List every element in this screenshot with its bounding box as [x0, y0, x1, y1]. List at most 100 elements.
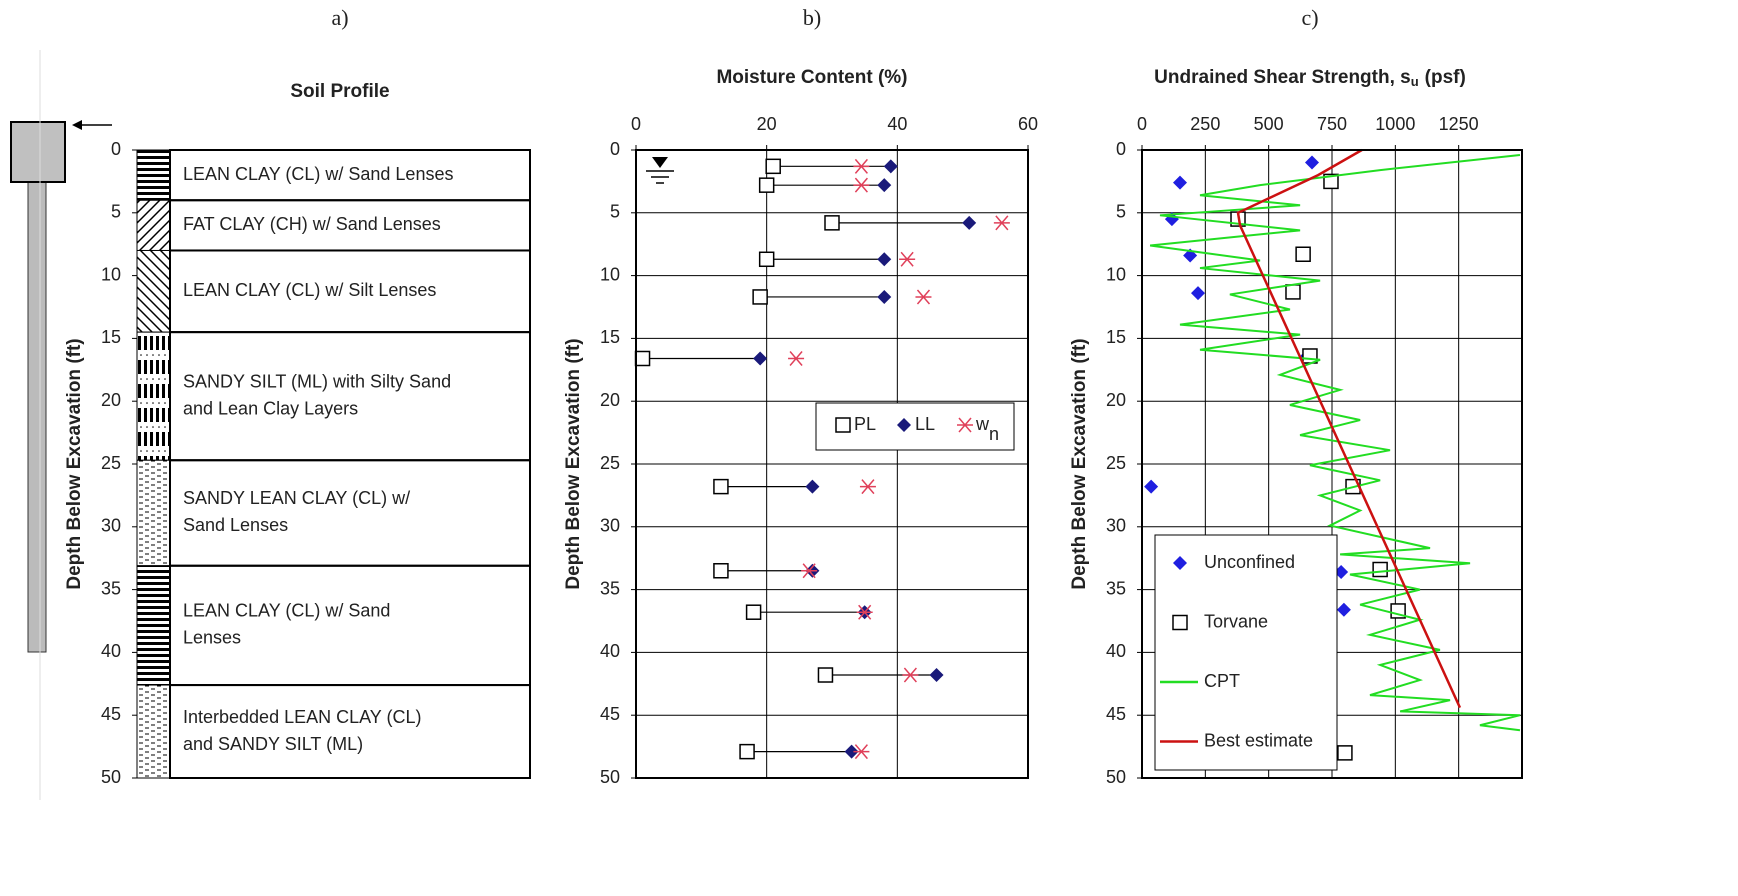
x-tick-label: 1000	[1375, 114, 1415, 134]
layer-label: LEAN CLAY (CL) w/ Sand Lenses	[183, 164, 453, 184]
marker-asterisk	[899, 251, 916, 267]
y-tick-label: 0	[610, 139, 620, 159]
title-subscript: u	[1411, 74, 1419, 89]
y-tick-label: 50	[101, 767, 121, 787]
legend-label: wn	[975, 414, 999, 444]
layer	[169, 564, 531, 687]
y-tick-label: 20	[101, 390, 121, 410]
layer-hatch	[136, 249, 171, 333]
y-tick-label: 20	[1106, 390, 1126, 410]
y-tick-label: 45	[1106, 704, 1126, 724]
y-tick-label: 40	[101, 641, 121, 661]
layer-hatch	[136, 199, 171, 251]
layer-label: FAT CLAY (CH) w/ Sand Lenses	[183, 214, 441, 234]
panel-label: b)	[803, 5, 821, 30]
x-tick-label: 60	[1018, 114, 1038, 134]
y-tick-label: 45	[101, 704, 121, 724]
y-tick-label: 30	[101, 516, 121, 536]
marker-square	[758, 177, 775, 193]
y-tick-label: 10	[1106, 264, 1126, 284]
legend-label: PL	[854, 414, 876, 434]
marker-square	[1372, 561, 1388, 578]
title-text: Moisture Content (%)	[716, 67, 907, 88]
layer-hatch	[136, 149, 171, 201]
y-tick-label: 25	[1106, 453, 1126, 473]
marker-square	[739, 743, 755, 760]
y-tick-label: 5	[610, 202, 620, 222]
x-tick-label: 250	[1190, 114, 1220, 134]
legend	[1154, 534, 1338, 771]
y-tick-label: 50	[1106, 767, 1126, 787]
marker-diamond	[1304, 155, 1319, 170]
marker-diamond	[1190, 286, 1205, 301]
x-tick-label: 40	[887, 114, 907, 134]
marker-diamond	[877, 289, 892, 304]
title-text: Undrained Shear Strength, s	[1154, 67, 1411, 88]
layer-label: LEAN CLAY (CL) w/ Sand	[183, 601, 390, 621]
plot-frame	[635, 149, 1029, 779]
legend-label: LL	[915, 414, 935, 434]
legend-subscript: n	[989, 424, 999, 444]
chart-title: Undrained Shear Strength, su (psf)	[1154, 67, 1466, 89]
y-axis-label: Depth Below Excavation (ft)	[1069, 338, 1090, 589]
marker-diamond	[929, 668, 944, 683]
legend-text: w	[975, 414, 990, 434]
layer	[169, 459, 531, 567]
panel-label: c)	[1301, 5, 1318, 30]
pile	[10, 50, 112, 800]
title-suffix: (psf)	[1425, 67, 1466, 88]
layer-label: SANDY LEAN CLAY (CL) w/	[183, 488, 410, 508]
series-line	[1149, 154, 1521, 732]
marker-square	[1295, 246, 1311, 262]
y-tick-label: 0	[1116, 139, 1126, 159]
layer-label: and Lean Clay Layers	[183, 398, 358, 418]
layer-hatch	[136, 684, 171, 779]
layer-label: Sand Lenses	[183, 515, 288, 535]
x-tick-label: 20	[757, 114, 777, 134]
y-tick-label: 40	[1106, 641, 1126, 661]
marker-asterisk	[853, 744, 870, 760]
legend-label: Torvane	[1204, 611, 1268, 631]
plot-frame	[1141, 149, 1523, 779]
marker-square	[817, 667, 834, 683]
y-tick-label: 30	[600, 516, 620, 536]
y-tick-label: 45	[600, 704, 620, 724]
layer-hatch	[136, 331, 171, 461]
layer-hatch	[136, 565, 171, 686]
y-tick-label: 35	[101, 578, 121, 598]
marker-asterisk	[859, 479, 876, 495]
y-tick-label: 25	[101, 453, 121, 473]
marker-square	[1337, 745, 1353, 761]
marker-diamond	[877, 252, 892, 267]
x-tick-label: 750	[1317, 114, 1347, 134]
marker-square	[1323, 173, 1339, 190]
water-table	[646, 157, 674, 184]
y-tick-label: 5	[111, 202, 121, 222]
marker-diamond	[1173, 175, 1187, 190]
marker-square	[713, 563, 729, 579]
y-tick-label: 0	[111, 139, 121, 159]
marker-diamond	[897, 418, 911, 432]
marker-diamond	[877, 178, 892, 193]
marker-asterisk	[902, 667, 919, 683]
marker-diamond	[1144, 479, 1159, 494]
legend-label: Unconfined	[1204, 552, 1295, 572]
series-line	[1236, 148, 1462, 709]
marker-diamond	[1334, 565, 1349, 580]
marker-diamond	[1336, 602, 1351, 617]
layer-hatch	[136, 459, 171, 567]
marker-square	[634, 350, 651, 367]
marker-asterisk	[856, 604, 873, 620]
marker-square	[835, 417, 851, 433]
y-tick-label: 50	[600, 767, 620, 787]
y-tick-label: 10	[600, 264, 620, 284]
marker-diamond	[805, 479, 820, 494]
chart-title: Moisture Content (%)	[716, 67, 907, 88]
y-tick-label: 5	[1116, 202, 1126, 222]
y-tick-label: 35	[600, 578, 620, 598]
layer-label: LEAN CLAY (CL) w/ Silt Lenses	[183, 280, 436, 300]
layer-label: Interbedded LEAN CLAY (CL)	[183, 707, 421, 727]
chart-title: Soil Profile	[290, 81, 389, 102]
y-tick-label: 35	[1106, 578, 1126, 598]
marker-asterisk	[853, 177, 870, 193]
